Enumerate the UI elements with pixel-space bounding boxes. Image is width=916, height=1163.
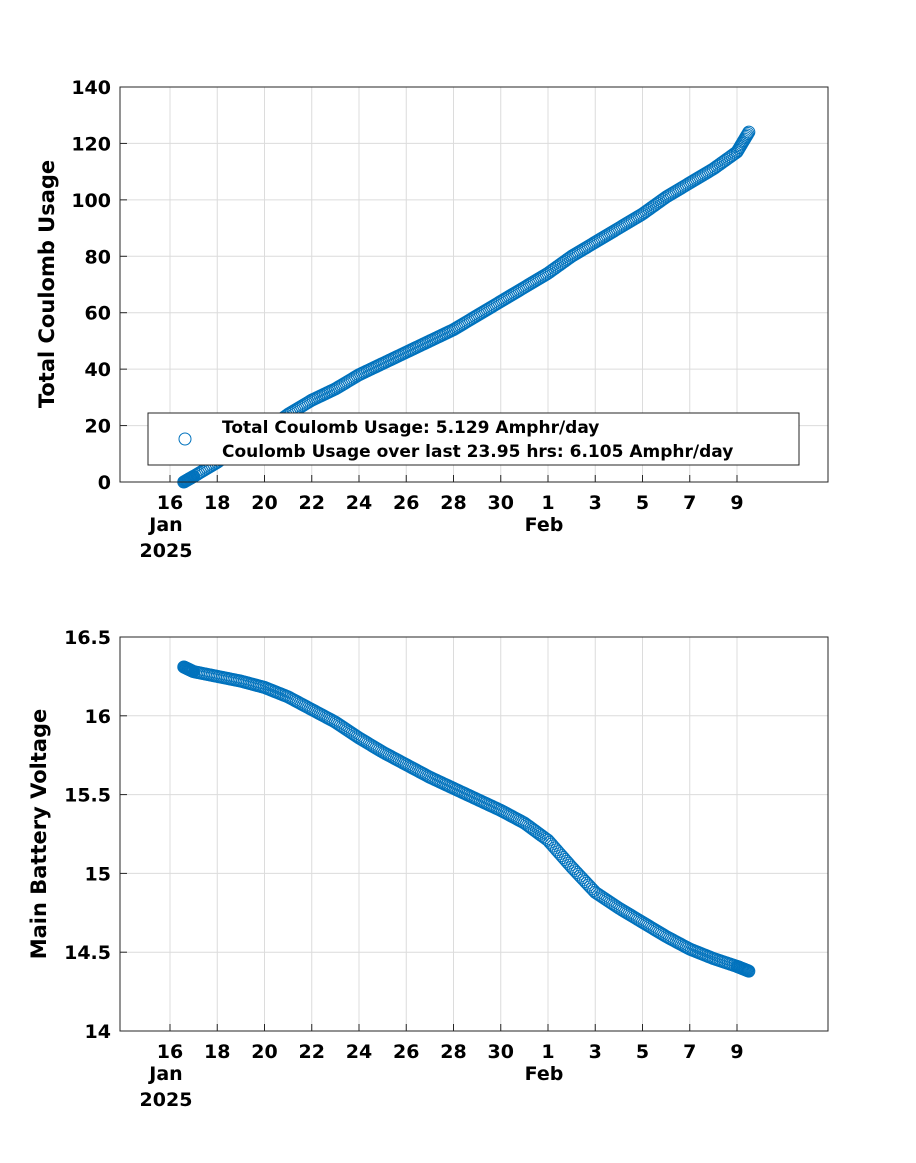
voltage-y-tick-label: 14 [85,1021,111,1043]
voltage-x-tick-month: Feb [525,1063,564,1085]
voltage-y-tick-label: 16 [85,706,111,728]
voltage-x-tick-label: 18 [204,1041,230,1063]
voltage-plot-area [120,637,828,1031]
voltage-data-point [571,867,585,881]
legend-entry-last-day: Coulomb Usage over last 23.95 hrs: 6.105… [222,442,733,462]
voltage-data-point [742,964,756,978]
coulomb-x-tick-label: 22 [299,492,325,514]
voltage-points [177,660,756,978]
coulomb-y-tick-label: 80 [85,246,111,268]
voltage-x-tick-label: 16 [157,1041,183,1063]
coulomb-y-tick-label: 140 [71,77,111,99]
voltage-x-tick-label: 3 [589,1041,602,1063]
voltage-x-tick-label: 28 [440,1041,466,1063]
voltage-x-tick-month: Jan [147,1063,182,1085]
voltage-x-tick-year: 2025 [140,1089,193,1111]
voltage-data-point [583,880,597,894]
coulomb-y-tick-label: 60 [85,303,111,325]
voltage-data-point [573,869,587,883]
coulomb-x-tick-year: 2025 [140,540,193,562]
coulomb-x-tick-label: 9 [730,492,743,514]
voltage-data-point [568,864,582,878]
voltage-data-point [580,876,594,890]
coulomb-y-axis-label: Total Coulomb Usage [35,160,59,408]
voltage-x-tick-label: 5 [636,1041,649,1063]
voltage-data-point [587,884,601,898]
voltage-x-tick-label: 30 [488,1041,514,1063]
coulomb-legend: Total Coulomb Usage: 5.129 Amphr/day Cou… [147,412,800,466]
voltage-x-tick-label: 9 [730,1041,743,1063]
coulomb-x-tick-month: Feb [525,514,564,536]
voltage-y-tick-label: 14.5 [64,942,111,964]
voltage-data-point [565,860,579,874]
voltage-x-tick-label: 7 [683,1041,696,1063]
coulomb-x-tick-label: 1 [541,492,554,514]
voltage-y-ticks: 14 14.5 15 15.5 16 16.5 [64,627,127,1043]
coulomb-x-tick-label: 7 [683,492,696,514]
voltage-x-tick-label: 26 [393,1041,419,1063]
voltage-data-point [575,871,589,885]
coulomb-y-tick-label: 100 [71,190,111,212]
legend-marker-circle [178,432,192,446]
coulomb-x-tick-label: 28 [440,492,466,514]
coulomb-x-tick-month: Jan [147,514,182,536]
voltage-x-tick-label: 1 [541,1041,554,1063]
coulomb-data-point [740,128,754,142]
coulomb-x-tick-label: 16 [157,492,183,514]
voltage-y-axis-label: Main Battery Voltage [27,709,51,960]
voltage-y-tick-label: 15 [85,863,111,885]
coulomb-y-tick-label: 40 [85,359,111,381]
voltage-axes-box [119,636,829,1032]
voltage-data-point [539,832,553,846]
coulomb-x-tick-label: 5 [636,492,649,514]
coulomb-y-tick-label: 20 [85,416,111,438]
voltage-x-tick-label: 20 [251,1041,277,1063]
coulomb-x-tick-label: 20 [251,492,277,514]
coulomb-x-tick-label: 26 [393,492,419,514]
voltage-data-point [570,865,584,879]
voltage-x-tick-label: 22 [299,1041,325,1063]
coulomb-y-ticks: 0 20 40 60 80 100 120 140 [71,77,127,494]
voltage-x-tick-label: 24 [346,1041,372,1063]
voltage-data-point [582,878,595,892]
legend-box [147,412,800,466]
coulomb-y-tick-label: 0 [98,472,111,494]
coulomb-data-point [742,125,756,139]
voltage-y-tick-label: 16.5 [64,627,111,649]
legend-entry-total: Total Coulomb Usage: 5.129 Amphr/day [222,418,599,438]
coulomb-axes-box [119,86,829,483]
coulomb-data-point [739,129,753,143]
coulomb-x-tick-label: 3 [589,492,602,514]
coulomb-data-point [741,127,755,141]
voltage-data-point [566,862,580,876]
coulomb-x-tick-label: 24 [346,492,372,514]
voltage-data-point [578,875,592,889]
coulomb-x-tick-label: 30 [488,492,514,514]
voltage-y-tick-label: 15.5 [64,785,111,807]
voltage-data-point [576,873,590,887]
coulomb-y-tick-label: 120 [71,133,111,155]
coulomb-x-tick-label: 18 [204,492,230,514]
